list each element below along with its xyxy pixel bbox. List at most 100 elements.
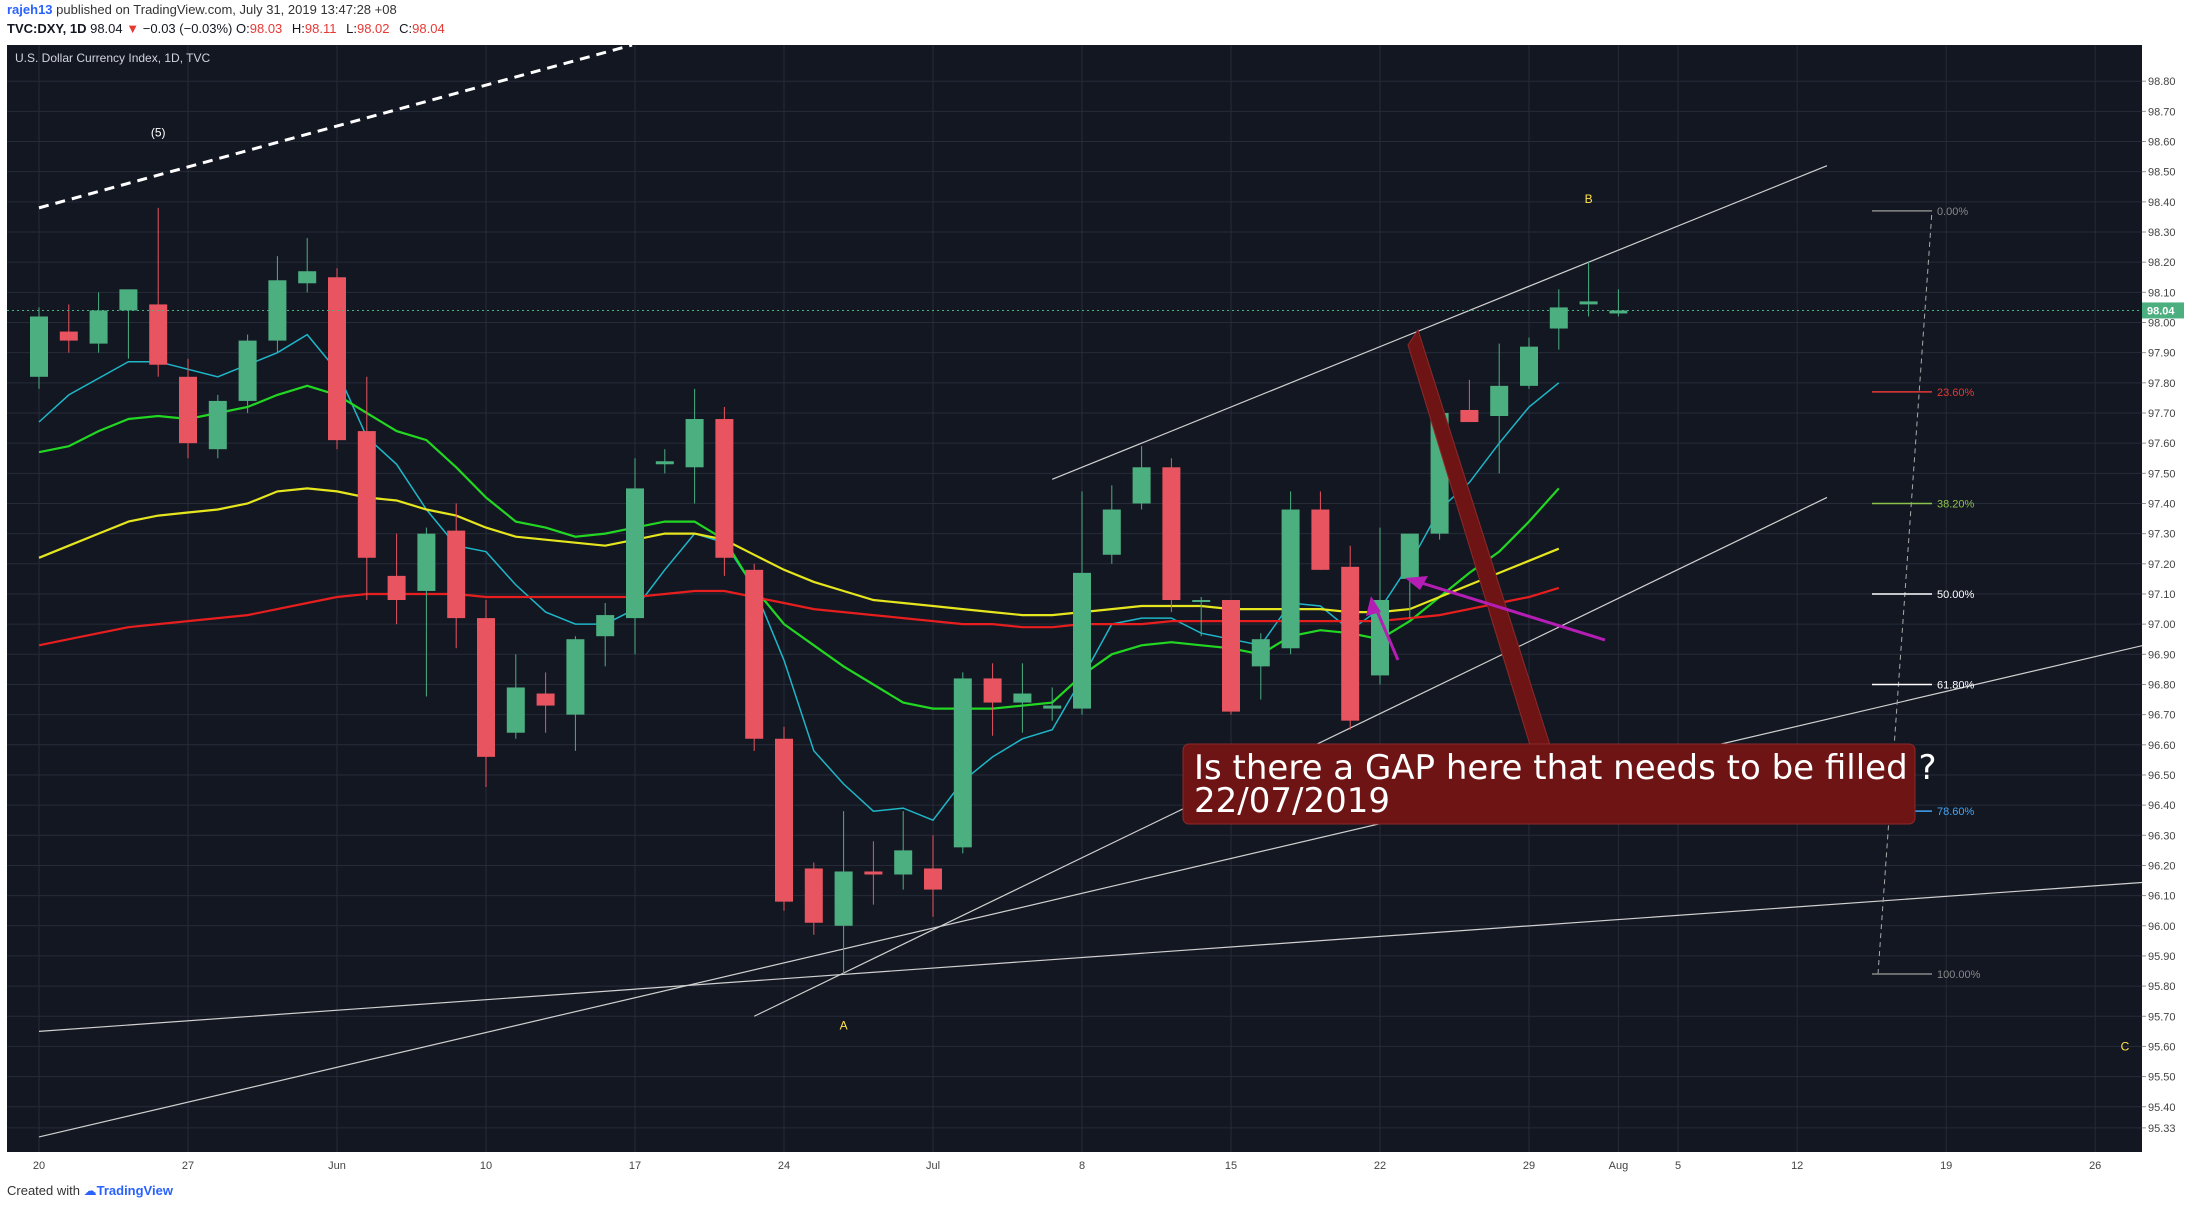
fib-trendline <box>1877 210 1933 975</box>
x-tick-label: 15 <box>1225 1160 1237 1172</box>
y-tick-label: 97.30 <box>2148 529 2176 541</box>
x-tick-label: 26 <box>2089 1160 2101 1172</box>
candle-body <box>328 277 346 441</box>
wave-label: (5) <box>151 125 166 139</box>
candle-body <box>864 871 883 875</box>
callout-text-line2: 22/07/2019 <box>1194 781 1390 821</box>
open-value: 98.03 <box>249 21 283 36</box>
x-tick-label: 29 <box>1523 1160 1535 1172</box>
down-arrow-icon: ▼ <box>126 21 140 36</box>
footer: Created with ☁TradingView <box>7 1183 173 1199</box>
arrow-line <box>1411 578 1606 642</box>
y-tick-label: 98.30 <box>2148 227 2176 239</box>
symbol-label: TVC:DXY, 1D <box>7 21 87 36</box>
candle-body <box>775 738 793 902</box>
last-price: 98.04 <box>90 21 123 36</box>
y-tick-label: 96.00 <box>2148 921 2176 933</box>
y-tick-label: 98.10 <box>2148 287 2176 299</box>
candle-body <box>1222 600 1240 712</box>
y-tick-label: 97.10 <box>2148 589 2176 601</box>
y-tick-label: 98.60 <box>2148 137 2176 149</box>
x-tick-label: 24 <box>778 1160 790 1172</box>
candle-body <box>983 678 1002 703</box>
x-tick-label: 27 <box>182 1160 194 1172</box>
fib-level-label: 61.80% <box>1937 679 1975 691</box>
candle-body <box>179 376 197 444</box>
candle-body <box>298 271 317 284</box>
trend-line <box>38 881 2142 1032</box>
candle-body <box>1102 509 1121 555</box>
y-tick-label: 97.80 <box>2148 378 2176 390</box>
candle-body <box>685 419 704 468</box>
x-tick-label: 17 <box>629 1160 641 1172</box>
moving-average-line <box>38 487 1560 617</box>
candle-body <box>1579 301 1598 305</box>
candle-body <box>1073 572 1091 709</box>
callout-box <box>1182 743 1916 825</box>
tradingview-logo-icon: ☁ <box>83 1183 97 1198</box>
candle-body <box>834 871 853 926</box>
candle-body <box>626 488 644 619</box>
y-tick-label: 96.80 <box>2148 679 2176 691</box>
trend-line <box>38 45 633 210</box>
fib-level-label: 78.60% <box>1937 806 1975 818</box>
y-tick-label: 97.50 <box>2148 468 2176 480</box>
y-tick-label: 96.90 <box>2148 649 2176 661</box>
candle-body <box>1520 346 1538 386</box>
fib-level-label: 38.20% <box>1937 498 1975 510</box>
y-tick-label: 98.50 <box>2148 167 2176 179</box>
y-tick-label: 97.20 <box>2148 559 2176 571</box>
moving-average-line <box>38 384 1560 710</box>
fib-level-label: 23.60% <box>1937 387 1975 399</box>
publish-date: published on TradingView.com, July 31, 2… <box>56 2 397 17</box>
candle-body <box>1132 467 1151 504</box>
y-tick-label: 97.70 <box>2148 408 2176 420</box>
candle-body <box>1341 566 1360 721</box>
footer-brand[interactable]: TradingView <box>96 1183 173 1198</box>
fib-level-label: 100.00% <box>1937 969 1981 981</box>
y-tick-label: 95.70 <box>2148 1011 2176 1023</box>
y-tick-label: 96.10 <box>2148 891 2176 903</box>
candle-body <box>596 615 615 637</box>
x-tick-label: Aug <box>1609 1160 1629 1172</box>
y-tick-label: 95.40 <box>2148 1102 2176 1114</box>
candle-body <box>655 461 674 465</box>
y-tick-label: 96.20 <box>2148 860 2176 872</box>
y-tick-label: 95.80 <box>2148 981 2176 993</box>
candle-body <box>1251 639 1270 667</box>
y-tick-label: 98.70 <box>2148 106 2176 118</box>
y-tick-label: 98.80 <box>2148 76 2176 88</box>
moving-average-line <box>38 586 1560 647</box>
candle-body <box>1490 385 1509 417</box>
candle-body <box>208 400 227 450</box>
candle-body <box>387 575 406 601</box>
candle-body <box>238 340 257 401</box>
y-tick-label: 96.40 <box>2148 800 2176 812</box>
y-tick-label: 96.70 <box>2148 710 2176 722</box>
y-tick-label: 98.00 <box>2148 318 2176 330</box>
x-tick-label: 19 <box>1940 1160 1952 1172</box>
candle-body <box>745 569 764 739</box>
y-tick-label: 95.90 <box>2148 951 2176 963</box>
x-tick-label: 5 <box>1675 1160 1681 1172</box>
y-tick-label: 97.00 <box>2148 619 2176 631</box>
high-label: H: <box>291 21 305 36</box>
close-value: 98.04 <box>412 21 445 36</box>
chart-title: U.S. Dollar Currency Index, 1D, TVC <box>15 51 211 65</box>
trend-line <box>38 645 2142 1138</box>
author-link[interactable]: rajeh13 <box>7 2 53 17</box>
low-label: L: <box>346 21 357 36</box>
last-price-label: 98.04 <box>2147 305 2175 317</box>
arrow-head <box>1405 576 1428 590</box>
candle-body <box>924 868 942 890</box>
high-value: 98.11 <box>304 21 337 36</box>
candle-body <box>477 618 495 757</box>
wave-label: C <box>2121 1039 2130 1053</box>
candle-body <box>506 687 525 733</box>
candle-body <box>89 310 108 344</box>
fib-level-label: 50.00% <box>1937 589 1975 601</box>
y-tick-label: 98.20 <box>2148 257 2176 269</box>
publish-info: rajeh13 published on TradingView.com, Ju… <box>7 2 397 17</box>
close-label: C: <box>399 21 413 36</box>
